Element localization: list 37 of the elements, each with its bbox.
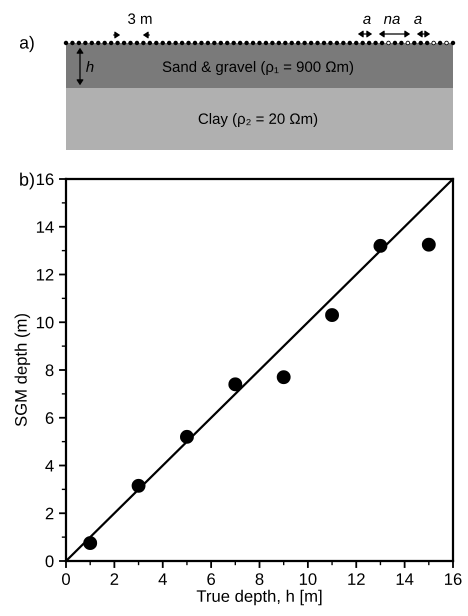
text: a) bbox=[20, 36, 34, 52]
point bbox=[83, 536, 98, 550]
y-tick-label: 12 bbox=[36, 268, 54, 281]
x-tick-label: 4 bbox=[158, 573, 167, 585]
point bbox=[276, 370, 291, 384]
x-tick-label: 16 bbox=[445, 573, 462, 586]
text: Clay (ρ₂ = 20 Ωm) bbox=[198, 113, 318, 127]
point bbox=[132, 478, 146, 493]
point bbox=[228, 377, 242, 392]
y-tick-label: 10 bbox=[36, 316, 54, 328]
point bbox=[422, 238, 436, 252]
x-tick-label: 12 bbox=[348, 573, 365, 585]
point bbox=[325, 308, 340, 322]
x-tick-label: 8 bbox=[256, 573, 264, 586]
x-axis-title: True depth, h [m] bbox=[196, 590, 322, 606]
x-tick-label: 0 bbox=[62, 573, 70, 586]
point bbox=[180, 430, 194, 444]
y-tick-label: 0 bbox=[46, 555, 54, 568]
x-tick-label: 10 bbox=[300, 573, 316, 586]
y-tick-label: 4 bbox=[45, 460, 54, 472]
text: na bbox=[384, 16, 400, 24]
point bbox=[373, 238, 388, 253]
text: 3 m bbox=[128, 13, 152, 24]
text: a bbox=[414, 16, 422, 24]
text: a bbox=[363, 16, 371, 24]
y-tick-label: 6 bbox=[46, 412, 54, 424]
x-tick-label: 2 bbox=[110, 573, 118, 585]
text: b) bbox=[20, 172, 34, 190]
y-axis-title: SGM depth (m) bbox=[14, 314, 30, 426]
text: Sand & gravel (ρ₁ = 900 Ωm) bbox=[162, 61, 354, 75]
y-tick-label: 14 bbox=[36, 221, 54, 233]
y-tick-label: 16 bbox=[36, 173, 54, 186]
y-tick-label: 8 bbox=[46, 364, 54, 376]
x-tick-label: 14 bbox=[396, 573, 414, 585]
x-tick-label: 6 bbox=[207, 573, 216, 586]
y-tick-label: 2 bbox=[46, 508, 54, 520]
text: h bbox=[86, 61, 94, 72]
